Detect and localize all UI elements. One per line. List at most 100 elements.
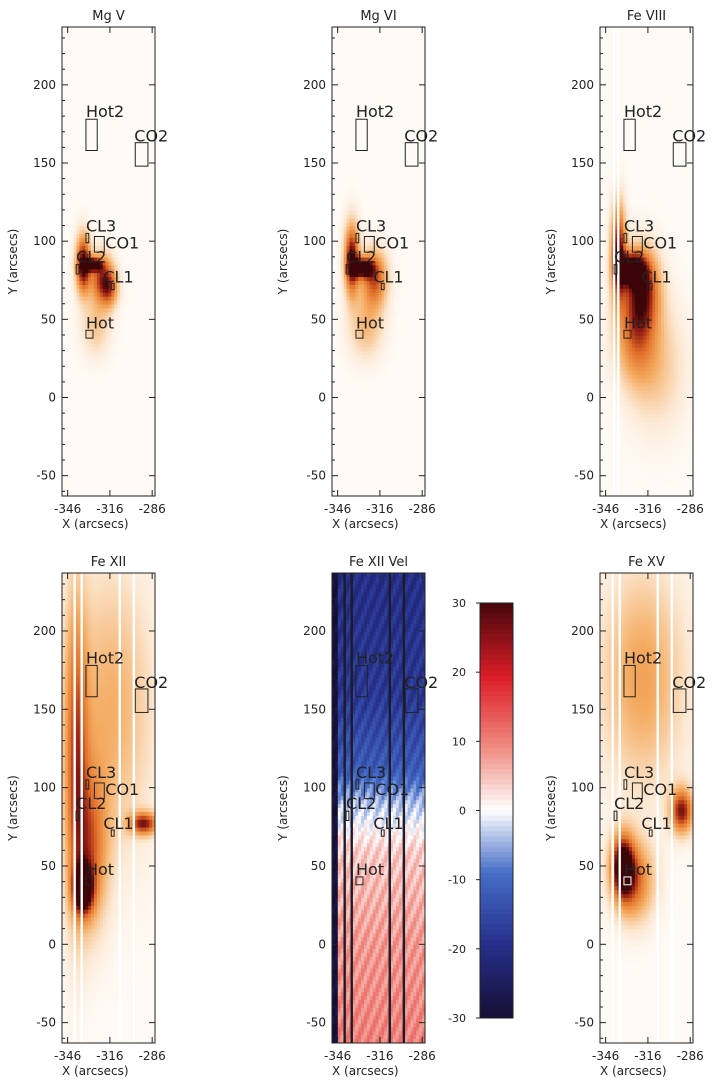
- region-box-co1: [93, 782, 105, 800]
- y-tick-label: -50: [306, 1016, 326, 1030]
- region-box-cl1: [648, 829, 653, 837]
- region-box-hot2: [355, 118, 368, 152]
- region-box-hot2: [85, 118, 98, 152]
- region-label-cl2: CL2: [76, 248, 106, 267]
- region-box-co1: [631, 235, 643, 253]
- x-tick-label: -286: [139, 1049, 166, 1063]
- colorbar: -30 -20 -10 0 10 20 30: [448, 597, 514, 1025]
- y-tick-label: 50: [41, 312, 56, 326]
- region-label-cl1: CL1: [373, 814, 403, 833]
- colorbar-tick-label: 30: [452, 597, 466, 610]
- panel-2: -50 0 50 100 150 200 -346 -316 -286 Fe VIII X (arc…: [544, 9, 706, 531]
- panel-title: Mg VI: [360, 9, 396, 24]
- data-gap-stripe: [132, 573, 136, 1043]
- region-label-hot: Hot: [356, 860, 384, 879]
- region-box-cl2: [613, 264, 618, 275]
- region-box-cl1: [110, 282, 115, 291]
- y-tick-label: 100: [571, 234, 594, 248]
- plot-frame: [61, 572, 156, 1044]
- data-gap-stripe: [73, 573, 76, 1043]
- region-box-hot: [623, 329, 632, 339]
- y-tick-label: -50: [36, 1016, 56, 1030]
- region-box-hot: [355, 876, 364, 886]
- region-label-cl1: CL1: [103, 267, 133, 286]
- y-tick-label: 0: [586, 391, 594, 405]
- x-axis-label: X (arcsecs): [332, 1064, 399, 1078]
- y-tick-label: 200: [571, 78, 594, 92]
- y-tick-label: 0: [318, 937, 326, 951]
- region-label-co2: CO2: [672, 127, 706, 146]
- region-label-cl1: CL1: [641, 267, 671, 286]
- region-box-hot2: [85, 664, 98, 698]
- region-label-cl1: CL1: [103, 814, 133, 833]
- region-box-hot: [85, 329, 94, 339]
- region-label-cl3: CL3: [86, 216, 116, 235]
- region-box-cl3: [355, 779, 360, 790]
- region-label-hot2: Hot2: [86, 102, 124, 121]
- region-label-co1: CO1: [643, 780, 677, 799]
- region-label-co1: CO1: [643, 233, 677, 252]
- y-tick-label: 50: [579, 859, 594, 873]
- y-tick-label: 100: [571, 781, 594, 795]
- y-tick-label: 100: [33, 781, 56, 795]
- y-tick-label: 150: [571, 702, 594, 716]
- region-box-hot: [623, 876, 632, 886]
- x-tick-label: -286: [139, 502, 166, 516]
- plot-frame: [599, 572, 694, 1044]
- data-gap-stripe: [618, 573, 621, 1043]
- x-tick-label: -346: [592, 1049, 619, 1063]
- y-axis-label: Y (arcsecs): [544, 229, 558, 296]
- region-label-cl3: CL3: [86, 763, 116, 782]
- region-label-hot: Hot: [624, 860, 652, 879]
- region-box-cl1: [380, 282, 385, 291]
- region-label-cl1: CL1: [641, 814, 671, 833]
- region-label-co2: CO2: [404, 127, 438, 146]
- y-tick-label: -50: [574, 1016, 594, 1030]
- region-label-co1: CO1: [105, 780, 139, 799]
- plot-frame: [599, 26, 694, 497]
- region-label-hot: Hot: [86, 313, 114, 332]
- region-label-hot2: Hot2: [624, 648, 662, 667]
- x-tick-label: -316: [96, 502, 123, 516]
- data-gap-stripe: [617, 27, 620, 496]
- y-tick-label: 0: [48, 937, 56, 951]
- colorbar-tick-label: 20: [452, 666, 466, 679]
- panel-1: -50 0 50 100 150 200 -346 -316 -286 Mg VI X (arcse…: [276, 9, 438, 531]
- region-label-cl2: CL2: [346, 248, 376, 267]
- region-label-co1: CO1: [375, 233, 409, 252]
- heatmap-image: [62, 27, 156, 497]
- region-label-co2: CO2: [134, 127, 168, 146]
- y-tick-label: 50: [311, 312, 326, 326]
- region-box-co1: [93, 235, 105, 253]
- region-label-hot2: Hot2: [356, 648, 394, 667]
- x-tick-label: -286: [409, 1049, 436, 1063]
- region-label-co1: CO1: [105, 233, 139, 252]
- y-tick-label: 200: [571, 624, 594, 638]
- region-box-hot2: [623, 118, 636, 152]
- y-axis-label: Y (arcsecs): [276, 775, 290, 842]
- region-box-cl3: [85, 232, 90, 244]
- panel-title: Fe XV: [628, 555, 665, 570]
- panel-title: Fe XII: [91, 555, 126, 570]
- data-gap-stripe: [350, 573, 353, 1043]
- region-label-cl1: CL1: [373, 267, 403, 286]
- region-label-cl2: CL2: [614, 248, 644, 267]
- y-tick-label: 150: [303, 702, 326, 716]
- x-axis-label: X (arcsecs): [600, 1064, 667, 1078]
- data-gap-stripe: [670, 573, 674, 1043]
- panel-3: -50 0 50 100 150 200 -346 -316 -286 Fe XII X (arcs…: [6, 555, 168, 1078]
- region-box-co1: [363, 782, 375, 800]
- y-tick-label: 100: [303, 781, 326, 795]
- region-box-cl3: [355, 232, 360, 244]
- panel-5: -50 0 50 100 150 200 -346 -316 -286 Fe XV X (arcse…: [544, 555, 706, 1078]
- x-tick-label: -286: [677, 1049, 704, 1063]
- y-tick-label: 50: [41, 859, 56, 873]
- x-axis-label: X (arcsecs): [62, 1064, 129, 1078]
- data-gap-stripe: [611, 573, 614, 1043]
- region-label-hot2: Hot2: [356, 102, 394, 121]
- region-box-co2: [404, 142, 419, 167]
- region-label-cl3: CL3: [624, 763, 654, 782]
- y-axis-label: Y (arcsecs): [544, 775, 558, 842]
- region-box-cl3: [623, 232, 628, 244]
